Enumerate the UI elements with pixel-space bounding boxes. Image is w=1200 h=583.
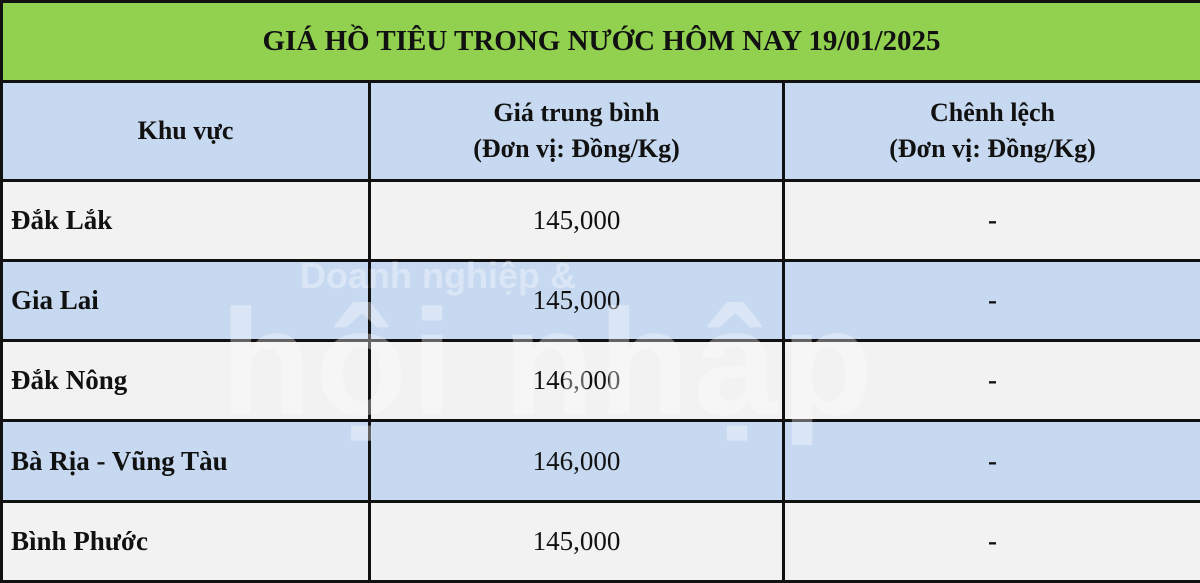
region-cell: Đắk Lắk — [0, 178, 371, 262]
table-row: Đắk Nông 146,000 - — [0, 339, 1200, 423]
price-cell: 145,000 — [368, 499, 785, 583]
table-row: Bình Phước 145,000 - — [0, 499, 1200, 583]
diff-cell: - — [781, 419, 1200, 503]
diff-cell: - — [781, 499, 1200, 583]
header-price-label: Giá trung bình — [493, 97, 660, 127]
region-cell: Đắk Nông — [0, 339, 371, 423]
header-diff-unit: (Đơn vị: Đồng/Kg) — [889, 133, 1096, 163]
diff-cell: - — [781, 178, 1200, 262]
diff-cell: - — [781, 339, 1200, 423]
header-price-unit: (Đơn vị: Đồng/Kg) — [473, 133, 680, 163]
price-cell: 146,000 — [368, 419, 785, 503]
header-row: Khu vực Giá trung bình (Đơn vị: Đồng/Kg) … — [0, 80, 1200, 182]
table-row: Đắk Lắk 145,000 - — [0, 178, 1200, 262]
region-cell: Bình Phước — [0, 499, 371, 583]
header-diff: Chênh lệch (Đơn vị: Đồng/Kg) — [781, 80, 1200, 182]
header-region: Khu vực — [0, 80, 371, 182]
price-cell: 145,000 — [368, 178, 785, 262]
price-cell: 146,000 — [368, 339, 785, 423]
table-row: Bà Rịa - Vũng Tàu 146,000 - — [0, 419, 1200, 503]
price-cell: 145,000 — [368, 258, 785, 343]
region-cell: Bà Rịa - Vũng Tàu — [0, 419, 371, 503]
header-price: Giá trung bình (Đơn vị: Đồng/Kg) — [368, 80, 785, 182]
region-cell: Gia Lai — [0, 258, 371, 343]
table-title: GIÁ HỒ TIÊU TRONG NƯỚC HÔM NAY 19/01/202… — [0, 0, 1200, 84]
table-row: Gia Lai 145,000 - — [0, 258, 1200, 343]
diff-cell: - — [781, 258, 1200, 343]
header-diff-label: Chênh lệch — [930, 97, 1055, 127]
